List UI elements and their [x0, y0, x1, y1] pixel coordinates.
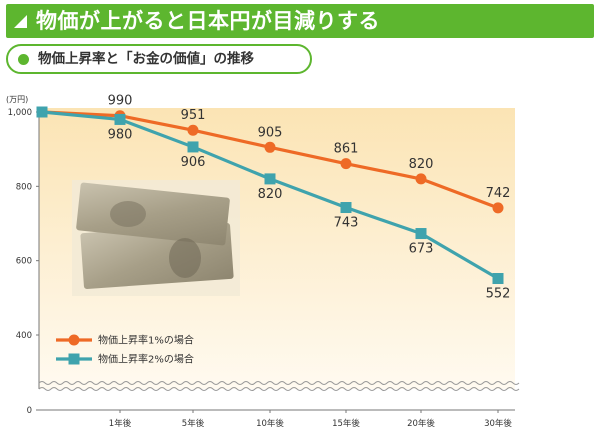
data-point-marker	[187, 124, 199, 136]
banknote-portrait	[169, 238, 201, 278]
x-tick-label: 15年後	[332, 418, 360, 429]
data-label: 990	[108, 94, 133, 109]
line-chart: (万円) 0 400 600 800 1,000 1年後 5年後 10年後 15年後 20年後 30年…	[6, 94, 520, 429]
banner-triangle-icon	[14, 15, 27, 28]
data-label: 906	[181, 155, 206, 170]
axis-break-band	[39, 389, 515, 410]
legend-swatch-marker	[68, 334, 80, 346]
y-tick-label: 400	[16, 331, 32, 341]
data-label: 951	[181, 108, 206, 123]
x-tick-label: 20年後	[407, 418, 435, 429]
data-point-marker	[36, 106, 48, 118]
page-title: 物価が上がると日本円が目減りする	[36, 9, 380, 33]
x-tick-label: 10年後	[256, 418, 284, 429]
data-label: 861	[334, 142, 359, 157]
section-subtitle-label: 物価上昇率と「お金の価値」の推移	[38, 51, 254, 67]
data-point-marker	[340, 202, 352, 214]
y-tick-label: 800	[16, 182, 32, 192]
data-point-marker	[187, 141, 199, 153]
legend-swatch-marker	[68, 353, 80, 365]
data-point-marker	[114, 113, 126, 125]
data-point-marker	[415, 173, 427, 185]
data-point-marker	[415, 228, 427, 240]
legend-label: 物価上昇率2%の場合	[98, 353, 194, 366]
data-label: 673	[409, 242, 434, 257]
y-tick-label: 1,000	[8, 108, 32, 118]
data-label: 820	[258, 187, 283, 202]
y-tick-label: 600	[16, 257, 32, 267]
data-point-marker	[492, 202, 504, 214]
section-subtitle: 物価上昇率と「お金の価値」の推移	[6, 44, 312, 74]
banknote-seal	[110, 201, 146, 227]
data-label: 743	[334, 216, 359, 231]
x-tick-label: 1年後	[109, 418, 132, 429]
banknote-image	[76, 182, 230, 246]
legend-label: 物価上昇率1%の場合	[98, 334, 194, 347]
data-label: 905	[258, 125, 283, 140]
data-point-marker	[264, 141, 276, 153]
data-point-marker	[492, 273, 504, 285]
data-label: 820	[409, 157, 434, 172]
bullet-dot-icon	[18, 54, 29, 65]
data-point-marker	[340, 158, 352, 170]
title-banner: 物価が上がると日本円が目減りする	[6, 4, 594, 38]
data-label: 742	[486, 186, 511, 201]
x-tick-label: 30年後	[484, 418, 512, 429]
axis-break-line	[38, 381, 520, 385]
chart-area: (万円) 0 400 600 800 1,000 1年後 5年後 10年後 15年後 20年後 30年…	[0, 78, 600, 436]
data-label: 552	[486, 287, 511, 302]
y-axis-unit-label: (万円)	[6, 95, 28, 104]
data-point-marker	[264, 173, 276, 185]
x-tick-label: 5年後	[182, 418, 205, 429]
data-label: 980	[108, 127, 133, 142]
y-tick-label: 0	[27, 406, 32, 416]
axis-break-line	[38, 387, 520, 391]
